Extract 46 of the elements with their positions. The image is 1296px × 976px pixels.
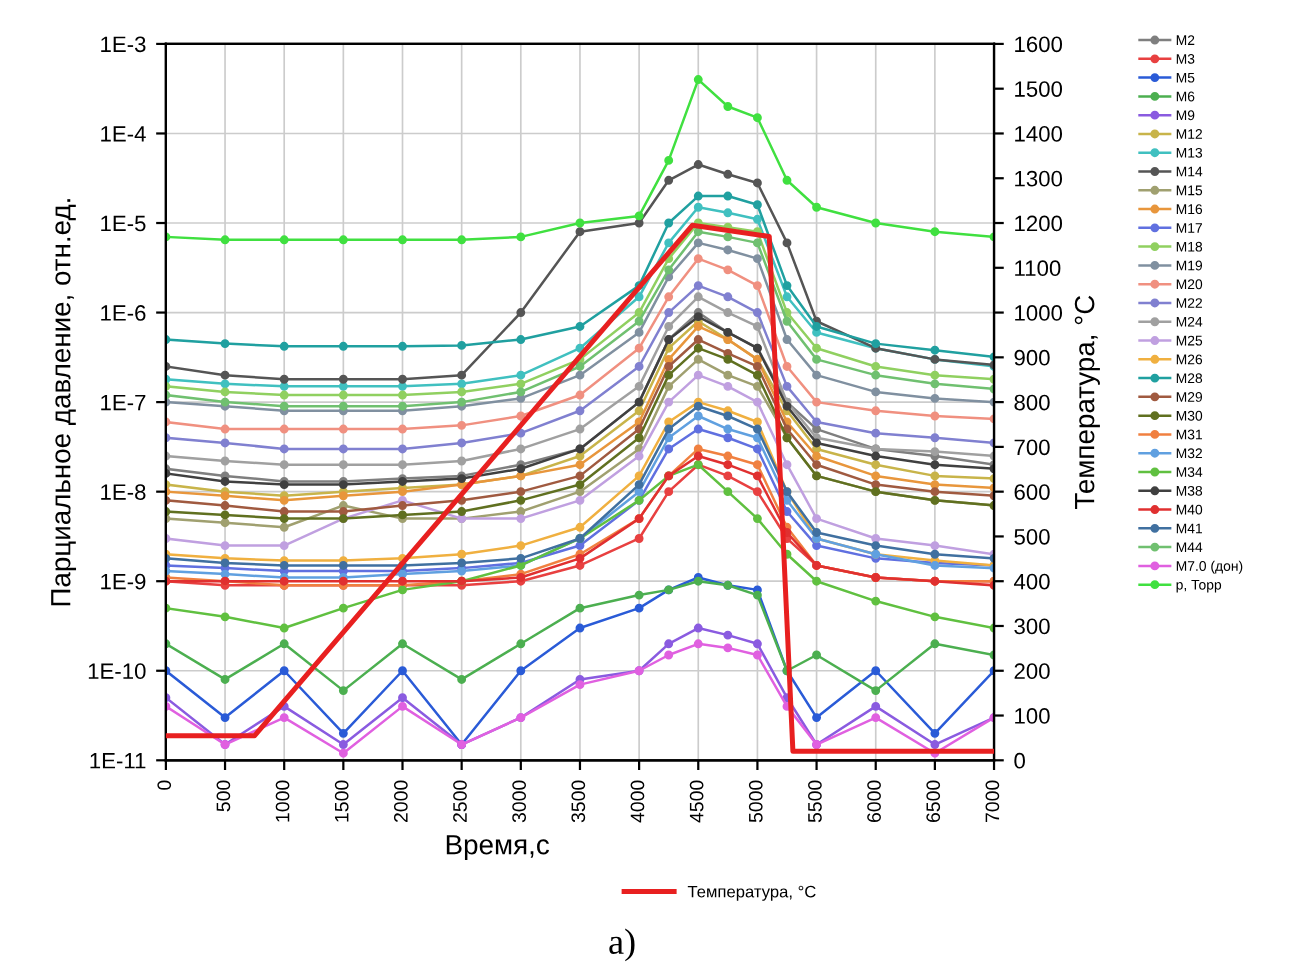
y-tick-label: 1E-8 (101, 484, 146, 500)
x-tick-label: 6000 (867, 780, 881, 823)
x-tick-label: 6500 (926, 780, 941, 823)
y2-tick-label: 800 (1014, 394, 1050, 411)
y-tick-label: 1E-3 (101, 36, 146, 53)
x-axis-title: Время,с (446, 835, 549, 861)
x-tick-label: 1000 (275, 780, 290, 822)
y-tick-label: 1E-11 (90, 753, 146, 769)
x-tick-label: 2500 (453, 780, 467, 823)
x-tick-label: 3000 (512, 780, 527, 823)
y2-tick-label: 300 (1014, 618, 1050, 635)
y-tick-label: 1E-6 (101, 305, 146, 321)
y2-tick-label: 900 (1014, 349, 1050, 366)
x-tick-label: 5500 (808, 780, 822, 823)
y2-tick-label: 1600 (1015, 36, 1063, 53)
y-axis-title: Парциальное давление, отн.ед. (51, 199, 77, 606)
x-tick-label: 3500 (571, 780, 586, 823)
x-tick-label: 5000 (748, 780, 763, 823)
x-tick-label: 1500 (334, 780, 349, 822)
x-tick-label: 4000 (630, 780, 645, 823)
y2-tick-label: 1500 (1015, 81, 1063, 97)
x-tick-label: 0 (157, 780, 172, 790)
y2-tick-label: 1300 (1015, 170, 1063, 187)
y-tick-label: 1E-7 (101, 394, 146, 411)
x-tick-label: 4500 (689, 780, 704, 823)
y2-tick-label: 1200 (1015, 215, 1063, 232)
y2-axis-title: Температура, °C (1074, 295, 1100, 509)
y-tick-label: 1E-4 (101, 126, 146, 142)
y2-tick-label: 700 (1014, 439, 1050, 456)
y2-tick-label: 1400 (1015, 126, 1063, 142)
text: а) (609, 928, 635, 962)
x-tick-label: 7000 (985, 780, 1000, 822)
y2-tick-label: 100 (1015, 708, 1050, 724)
y2-tick-label: 500 (1014, 528, 1050, 545)
y2-tick-label: 1100 (1015, 260, 1061, 277)
legend-label: Температура, °C (687, 885, 816, 901)
y-tick-label: 1E-5 (101, 215, 146, 232)
x-tick-label: 2000 (393, 780, 408, 823)
y-tick-label: 1E-10 (88, 663, 146, 680)
y-tick-label: 1E-9 (101, 573, 146, 590)
y2-tick-label: 400 (1013, 573, 1050, 590)
x-tick-label: 500 (216, 780, 231, 812)
y2-tick-label: 600 (1014, 484, 1050, 500)
y2-tick-label: 1000 (1015, 305, 1063, 321)
y2-tick-label: 200 (1014, 663, 1050, 680)
y2-tick-label: 0 (1014, 752, 1025, 769)
